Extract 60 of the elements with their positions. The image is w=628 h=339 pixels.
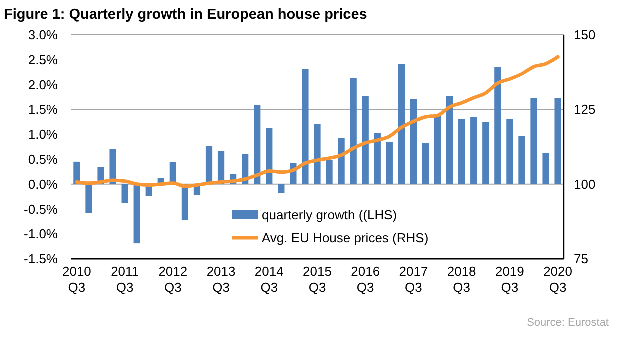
x-tick-label: 2016 Q3 xyxy=(351,264,380,295)
bar xyxy=(542,153,550,184)
bar xyxy=(122,184,128,204)
y-tick-label: 0.0% xyxy=(28,176,58,192)
bar xyxy=(314,124,321,184)
source-note: Source: Eurostat xyxy=(527,317,609,329)
bar xyxy=(422,144,430,184)
bar xyxy=(350,78,357,184)
x-tick-label: 2010 Q3 xyxy=(62,264,92,295)
bar xyxy=(254,105,261,184)
x-tick-label: 2015 Q3 xyxy=(303,264,332,295)
bar xyxy=(458,119,466,184)
bar xyxy=(434,116,442,184)
bar xyxy=(374,133,381,184)
x-tick-label: 2018 Q3 xyxy=(447,264,476,295)
bar xyxy=(86,184,92,214)
bar xyxy=(386,142,393,184)
y-tick-label: 2.0% xyxy=(28,77,58,92)
bar xyxy=(278,184,285,194)
bar xyxy=(326,160,333,184)
line-series xyxy=(75,55,560,188)
y-tick-label: 1.0% xyxy=(28,127,58,142)
y-tick-label: -1.0% xyxy=(24,226,58,242)
y2-tick-label: 125 xyxy=(574,102,596,118)
bar xyxy=(134,184,140,244)
bar xyxy=(338,138,345,184)
bar xyxy=(494,67,502,184)
y2-tick-label: 75 xyxy=(574,252,588,267)
x-tick-label: 2017 Q3 xyxy=(399,264,428,295)
y-tick-label: 2.5% xyxy=(28,52,58,68)
bar xyxy=(506,119,514,184)
y-tick-label: -1.5% xyxy=(24,252,58,267)
x-tick-label: 2014 Q3 xyxy=(254,264,284,295)
bar xyxy=(362,96,369,184)
bar xyxy=(530,98,538,184)
legend-label: Avg. EU House prices (RHS) xyxy=(262,230,429,246)
bar xyxy=(266,128,273,184)
x-tick-label: 2013 Q3 xyxy=(206,264,236,295)
bar xyxy=(554,98,562,184)
y2-tick-label: 100 xyxy=(574,176,596,192)
y-tick-label: 3.0% xyxy=(28,28,58,43)
bar xyxy=(206,146,213,184)
bar xyxy=(398,64,405,184)
bar xyxy=(302,69,309,184)
x-tick-label: 2019 Q3 xyxy=(495,264,524,295)
chart-title: Figure 1: Quarterly growth in European house prices xyxy=(4,7,368,23)
bar xyxy=(410,99,418,184)
x-tick-label: 2020 Q3 xyxy=(544,264,573,295)
bar xyxy=(518,136,526,184)
y2-tick-label: 150 xyxy=(574,28,596,43)
legend-label: quarterly growth ((LHS) xyxy=(262,208,398,223)
bar xyxy=(482,122,490,184)
y-tick-label: 0.5% xyxy=(28,152,58,167)
bar xyxy=(446,96,454,184)
bar xyxy=(110,149,116,184)
x-tick-label: 2012 Q3 xyxy=(158,264,188,295)
x-tick-label: 2011 Q3 xyxy=(111,264,140,295)
y-tick-label: 1.5% xyxy=(28,102,58,118)
y-tick-label: -0.5% xyxy=(24,202,58,217)
bar xyxy=(470,117,478,184)
